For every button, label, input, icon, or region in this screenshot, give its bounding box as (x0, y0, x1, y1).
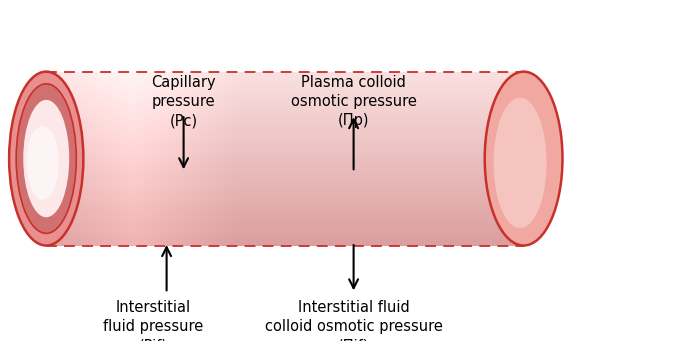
Text: Interstitial fluid
colloid osmotic pressure
(Πif): Interstitial fluid colloid osmotic press… (265, 300, 443, 341)
Ellipse shape (27, 126, 58, 200)
Ellipse shape (485, 72, 562, 246)
Text: Plasma colloid
osmotic pressure
(Πp): Plasma colloid osmotic pressure (Πp) (290, 75, 417, 129)
Ellipse shape (9, 72, 84, 246)
Ellipse shape (23, 100, 69, 217)
Text: Interstitial
fluid pressure
(Pif): Interstitial fluid pressure (Pif) (103, 300, 203, 341)
Text: Capillary
pressure
(Pc): Capillary pressure (Pc) (151, 75, 216, 129)
Ellipse shape (16, 84, 76, 233)
Ellipse shape (494, 98, 547, 228)
